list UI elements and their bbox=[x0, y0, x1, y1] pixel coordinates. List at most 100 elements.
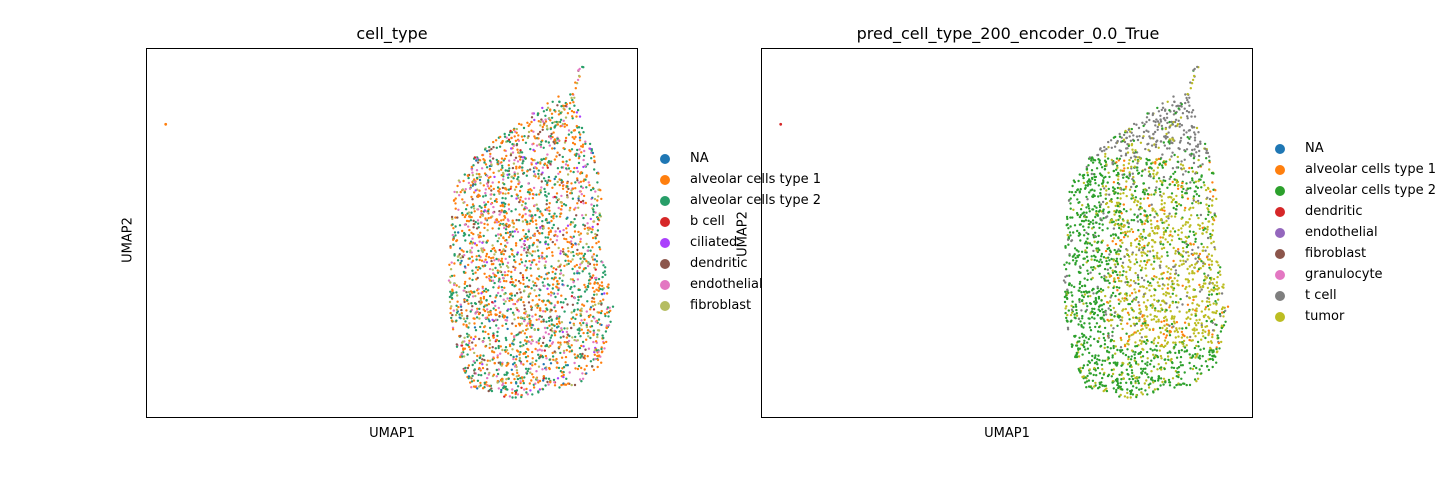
scatter-point bbox=[579, 356, 582, 359]
scatter-point bbox=[562, 203, 566, 206]
scatter-point bbox=[485, 252, 489, 256]
scatter-point bbox=[565, 227, 568, 230]
scatter-point bbox=[567, 187, 570, 191]
scatter-point bbox=[547, 383, 550, 386]
scatter-point bbox=[562, 366, 566, 369]
scatter-point bbox=[547, 227, 550, 230]
scatter-point bbox=[544, 260, 548, 263]
scatter-point bbox=[1077, 250, 1080, 253]
scatter-point bbox=[477, 254, 481, 257]
scatter-point bbox=[547, 141, 550, 144]
scatter-point bbox=[590, 325, 594, 328]
scatter-point bbox=[1171, 227, 1175, 230]
scatter-point bbox=[1153, 130, 1157, 134]
scatter-point bbox=[1209, 340, 1213, 343]
scatter-point bbox=[1179, 116, 1183, 119]
scatter-point bbox=[461, 340, 465, 343]
scatter-point bbox=[517, 179, 520, 182]
scatter-point bbox=[1121, 231, 1124, 234]
scatter-point bbox=[524, 285, 527, 288]
scatter-point bbox=[523, 307, 526, 311]
scatter-point bbox=[1217, 341, 1221, 345]
scatter-point bbox=[1182, 339, 1186, 343]
scatter-point bbox=[1210, 242, 1213, 245]
scatter-point bbox=[1131, 300, 1134, 303]
scatter-point bbox=[488, 145, 491, 149]
scatter-point bbox=[514, 260, 517, 264]
scatter-point bbox=[1164, 229, 1167, 232]
scatter-point bbox=[512, 343, 515, 346]
scatter-point bbox=[478, 385, 481, 388]
scatter-point bbox=[1152, 120, 1155, 123]
scatter-point bbox=[1070, 191, 1074, 194]
scatter-point bbox=[1076, 229, 1079, 233]
scatter-point bbox=[531, 112, 534, 115]
scatter-point bbox=[524, 236, 527, 240]
scatter-point bbox=[1100, 150, 1104, 153]
scatter-point bbox=[595, 233, 599, 237]
scatter-point bbox=[463, 369, 466, 373]
scatter-point bbox=[476, 161, 480, 164]
chart-left-xlabel: UMAP1 bbox=[369, 426, 415, 441]
scatter-point bbox=[1099, 191, 1102, 195]
scatter-point bbox=[562, 107, 565, 110]
scatter-point bbox=[542, 335, 545, 338]
scatter-point bbox=[495, 313, 498, 316]
scatter-point bbox=[1088, 326, 1092, 329]
scatter-point bbox=[1096, 366, 1100, 370]
scatter-point bbox=[1134, 380, 1137, 383]
scatter-point bbox=[481, 387, 485, 390]
scatter-point bbox=[1168, 147, 1171, 150]
legend-label: alveolar cells type 1 bbox=[690, 172, 821, 187]
scatter-point bbox=[1192, 364, 1196, 368]
scatter-point bbox=[478, 175, 481, 179]
scatter-point bbox=[495, 375, 498, 378]
scatter-point bbox=[539, 210, 542, 213]
scatter-point bbox=[555, 200, 558, 204]
scatter-point bbox=[1123, 395, 1127, 398]
scatter-point bbox=[530, 326, 533, 329]
scatter-point bbox=[490, 257, 493, 260]
scatter-point bbox=[526, 370, 529, 373]
scatter-point bbox=[494, 304, 497, 308]
scatter-point bbox=[1091, 379, 1095, 382]
scatter-point bbox=[1119, 322, 1123, 326]
scatter-point bbox=[1120, 225, 1123, 228]
scatter-point bbox=[512, 177, 515, 180]
scatter-point bbox=[587, 335, 590, 338]
scatter-point bbox=[1115, 141, 1118, 145]
scatter-point bbox=[1096, 285, 1099, 288]
scatter-point bbox=[1180, 190, 1184, 193]
scatter-point bbox=[549, 294, 553, 297]
scatter-point bbox=[491, 247, 494, 251]
scatter-point bbox=[552, 214, 555, 218]
scatter-point bbox=[574, 335, 577, 339]
scatter-point bbox=[515, 144, 518, 147]
scatter-point bbox=[529, 252, 532, 255]
scatter-point bbox=[1159, 218, 1163, 222]
scatter-point bbox=[1103, 320, 1106, 323]
scatter-outlier-point bbox=[164, 122, 168, 126]
scatter-point bbox=[1111, 372, 1115, 376]
scatter-point bbox=[511, 396, 514, 399]
scatter-point bbox=[1099, 217, 1102, 220]
scatter-point bbox=[548, 339, 552, 342]
scatter-point bbox=[484, 345, 487, 348]
scatter-point bbox=[542, 320, 545, 323]
scatter-point bbox=[495, 338, 499, 342]
scatter-point bbox=[518, 200, 521, 204]
scatter-point bbox=[1167, 378, 1171, 382]
scatter-point bbox=[531, 361, 534, 364]
scatter-point bbox=[1126, 151, 1130, 154]
scatter-point bbox=[1158, 284, 1161, 288]
scatter-point bbox=[578, 272, 581, 275]
scatter-point bbox=[470, 215, 473, 219]
scatter-point bbox=[542, 177, 546, 180]
scatter-point bbox=[478, 317, 481, 320]
scatter-point bbox=[1157, 227, 1160, 230]
scatter-point bbox=[472, 219, 475, 222]
scatter-point bbox=[1191, 272, 1194, 275]
scatter-point bbox=[458, 313, 461, 316]
scatter-point bbox=[544, 354, 548, 358]
scatter-point bbox=[555, 366, 558, 369]
